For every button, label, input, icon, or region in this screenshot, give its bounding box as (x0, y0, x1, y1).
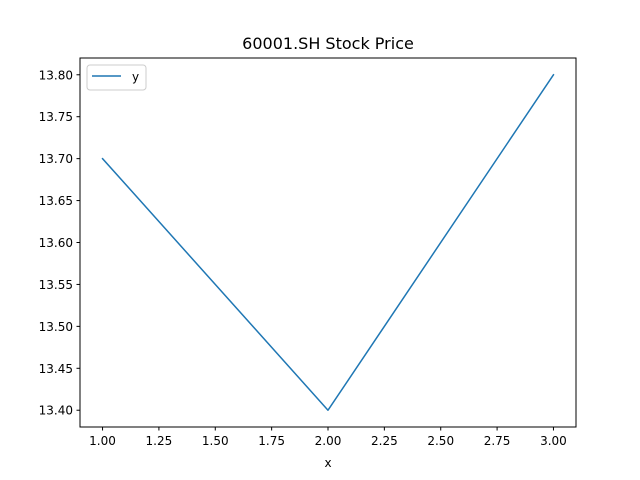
x-tick-label: 1.50 (202, 434, 229, 448)
y-axis-ticks: 13.40 13.45 13.50 13.55 13.60 13.65 13.70 13.75… (39, 68, 80, 418)
x-tick-label: 2.50 (427, 434, 454, 448)
y-tick-label: 13.60 (39, 236, 73, 250)
series-layer (101, 73, 555, 411)
legend: y (86, 64, 147, 91)
legend-box (86, 64, 147, 91)
x-tick-label: 3.00 (540, 434, 567, 448)
x-tick-label: 2.75 (484, 434, 511, 448)
y-tick-label: 13.80 (39, 68, 73, 82)
x-tick-label: 2.25 (371, 434, 398, 448)
x-axis-ticks: 1.00 1.25 1.50 1.75 2.00 2.25 2.50 2.75 3.00 (89, 427, 567, 448)
plot-area: 13.40 13.45 13.50 13.55 13.60 13.65 13.70 13.75… (39, 57, 577, 448)
x-axis-label: x (324, 456, 331, 470)
y-tick-label: 13.55 (39, 278, 73, 292)
y-tick-label: 13.40 (39, 404, 73, 418)
x-tick-label: 1.75 (258, 434, 285, 448)
x-tick-label: 1.00 (89, 434, 116, 448)
y-tick-label: 13.50 (39, 320, 73, 334)
x-tick-label: 2.00 (315, 434, 342, 448)
legend-label-y: y (132, 70, 139, 84)
y-tick-label: 13.75 (39, 110, 73, 124)
y-tick-label: 13.45 (39, 362, 73, 376)
y-tick-label: 13.65 (39, 194, 73, 208)
chart-title: 60001.SH Stock Price (242, 34, 414, 53)
y-tick-label: 13.70 (39, 152, 73, 166)
x-tick-label: 1.25 (146, 434, 173, 448)
axes-frame (79, 57, 577, 428)
